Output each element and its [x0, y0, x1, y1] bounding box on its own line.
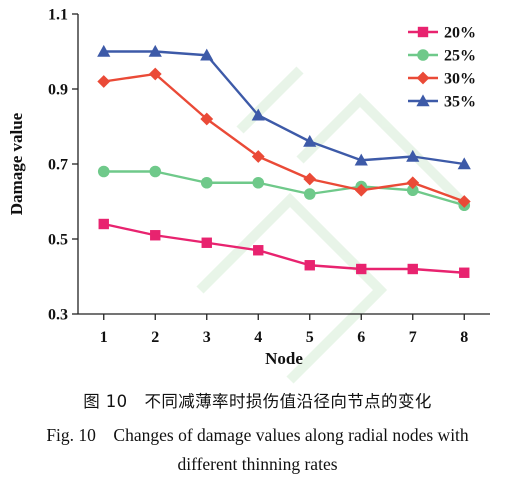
- y-tick-label: 0.5: [48, 232, 68, 249]
- damage-line-chart: 0.3 0.5 0.7 0.9 1.1 1 2 3 4 5 6 7 8 20% 25% 30% 35% No…: [7, 7, 490, 384]
- y-tick-label: 0.7: [48, 157, 68, 174]
- data-point: [457, 195, 471, 208]
- series-line: [103, 50, 465, 166]
- data-point: [148, 67, 162, 81]
- x-tick-label: 4: [254, 329, 262, 346]
- data-point: [354, 153, 368, 166]
- series-35pct: [97, 44, 471, 170]
- x-tick-label: 8: [460, 329, 468, 346]
- data-point: [200, 48, 214, 61]
- legend-item: 35%: [408, 94, 476, 111]
- x-tick-label: 3: [203, 329, 211, 346]
- series-30pct: [97, 67, 471, 208]
- data-point: [98, 218, 109, 230]
- data-point: [200, 112, 214, 126]
- data-point: [457, 157, 471, 170]
- data-point: [406, 149, 420, 162]
- data-point: [356, 263, 367, 275]
- y-axis-title: Damage value: [7, 112, 26, 215]
- data-point: [406, 184, 419, 197]
- series-line: [103, 222, 465, 274]
- data-point: [406, 176, 420, 190]
- data-point: [304, 260, 315, 271]
- x-tick-label: 7: [409, 329, 417, 346]
- x-tick-group: 1 2 3 4 5 6 7 8: [100, 314, 468, 346]
- x-tick-label: 6: [357, 329, 365, 346]
- data-point: [354, 183, 368, 197]
- y-tick-group: 0.3 0.5 0.7 0.9 1.1: [48, 7, 78, 324]
- data-point: [150, 230, 161, 241]
- legend-label: 20%: [444, 25, 476, 42]
- data-point: [253, 245, 264, 256]
- x-tick-label: 1: [100, 329, 108, 346]
- figure-caption-chinese: 图 10 不同减薄率时损伤值沿径向节点的变化: [83, 392, 432, 411]
- y-tick-label: 0.3: [48, 307, 68, 324]
- legend-marker: [416, 71, 430, 85]
- y-tick-label: 1.1: [48, 7, 68, 24]
- data-point: [97, 165, 110, 178]
- figure-caption-english-line-2: different thinning rates: [177, 454, 338, 474]
- x-tick-label: 5: [306, 329, 314, 346]
- data-point: [148, 44, 162, 57]
- data-point: [303, 172, 317, 186]
- legend-label: 35%: [444, 94, 476, 111]
- data-point: [201, 237, 212, 248]
- y-tick-label: 0.9: [48, 82, 68, 99]
- x-tick-label: 2: [151, 329, 159, 346]
- data-point: [97, 44, 111, 57]
- data-point: [303, 188, 316, 200]
- legend-item: 25%: [408, 48, 476, 65]
- data-point: [252, 176, 265, 189]
- series-line: [103, 72, 465, 203]
- series-layer: [97, 44, 471, 278]
- figure-caption-english-line-1: Fig. 10 Changes of damage values along r…: [46, 425, 469, 445]
- legend: 20% 25% 30% 35%: [408, 25, 476, 111]
- x-axis-title: Node: [265, 349, 303, 368]
- series-line: [103, 170, 465, 207]
- legend-item: 30%: [408, 71, 476, 88]
- data-point: [303, 134, 317, 147]
- data-point: [459, 267, 470, 278]
- series-20pct: [98, 218, 470, 278]
- legend-label: 30%: [444, 71, 476, 88]
- legend-marker: [417, 26, 429, 38]
- data-point: [200, 176, 213, 189]
- legend-item: 20%: [408, 25, 476, 42]
- data-point: [251, 108, 265, 121]
- series-25pct: [97, 165, 471, 212]
- watermark: [196, 66, 464, 384]
- data-point: [149, 165, 162, 178]
- legend-marker: [417, 49, 429, 61]
- data-point: [97, 75, 111, 88]
- data-point: [407, 263, 418, 275]
- data-point: [251, 150, 265, 163]
- legend-marker: [416, 94, 430, 107]
- legend-label: 25%: [444, 48, 476, 65]
